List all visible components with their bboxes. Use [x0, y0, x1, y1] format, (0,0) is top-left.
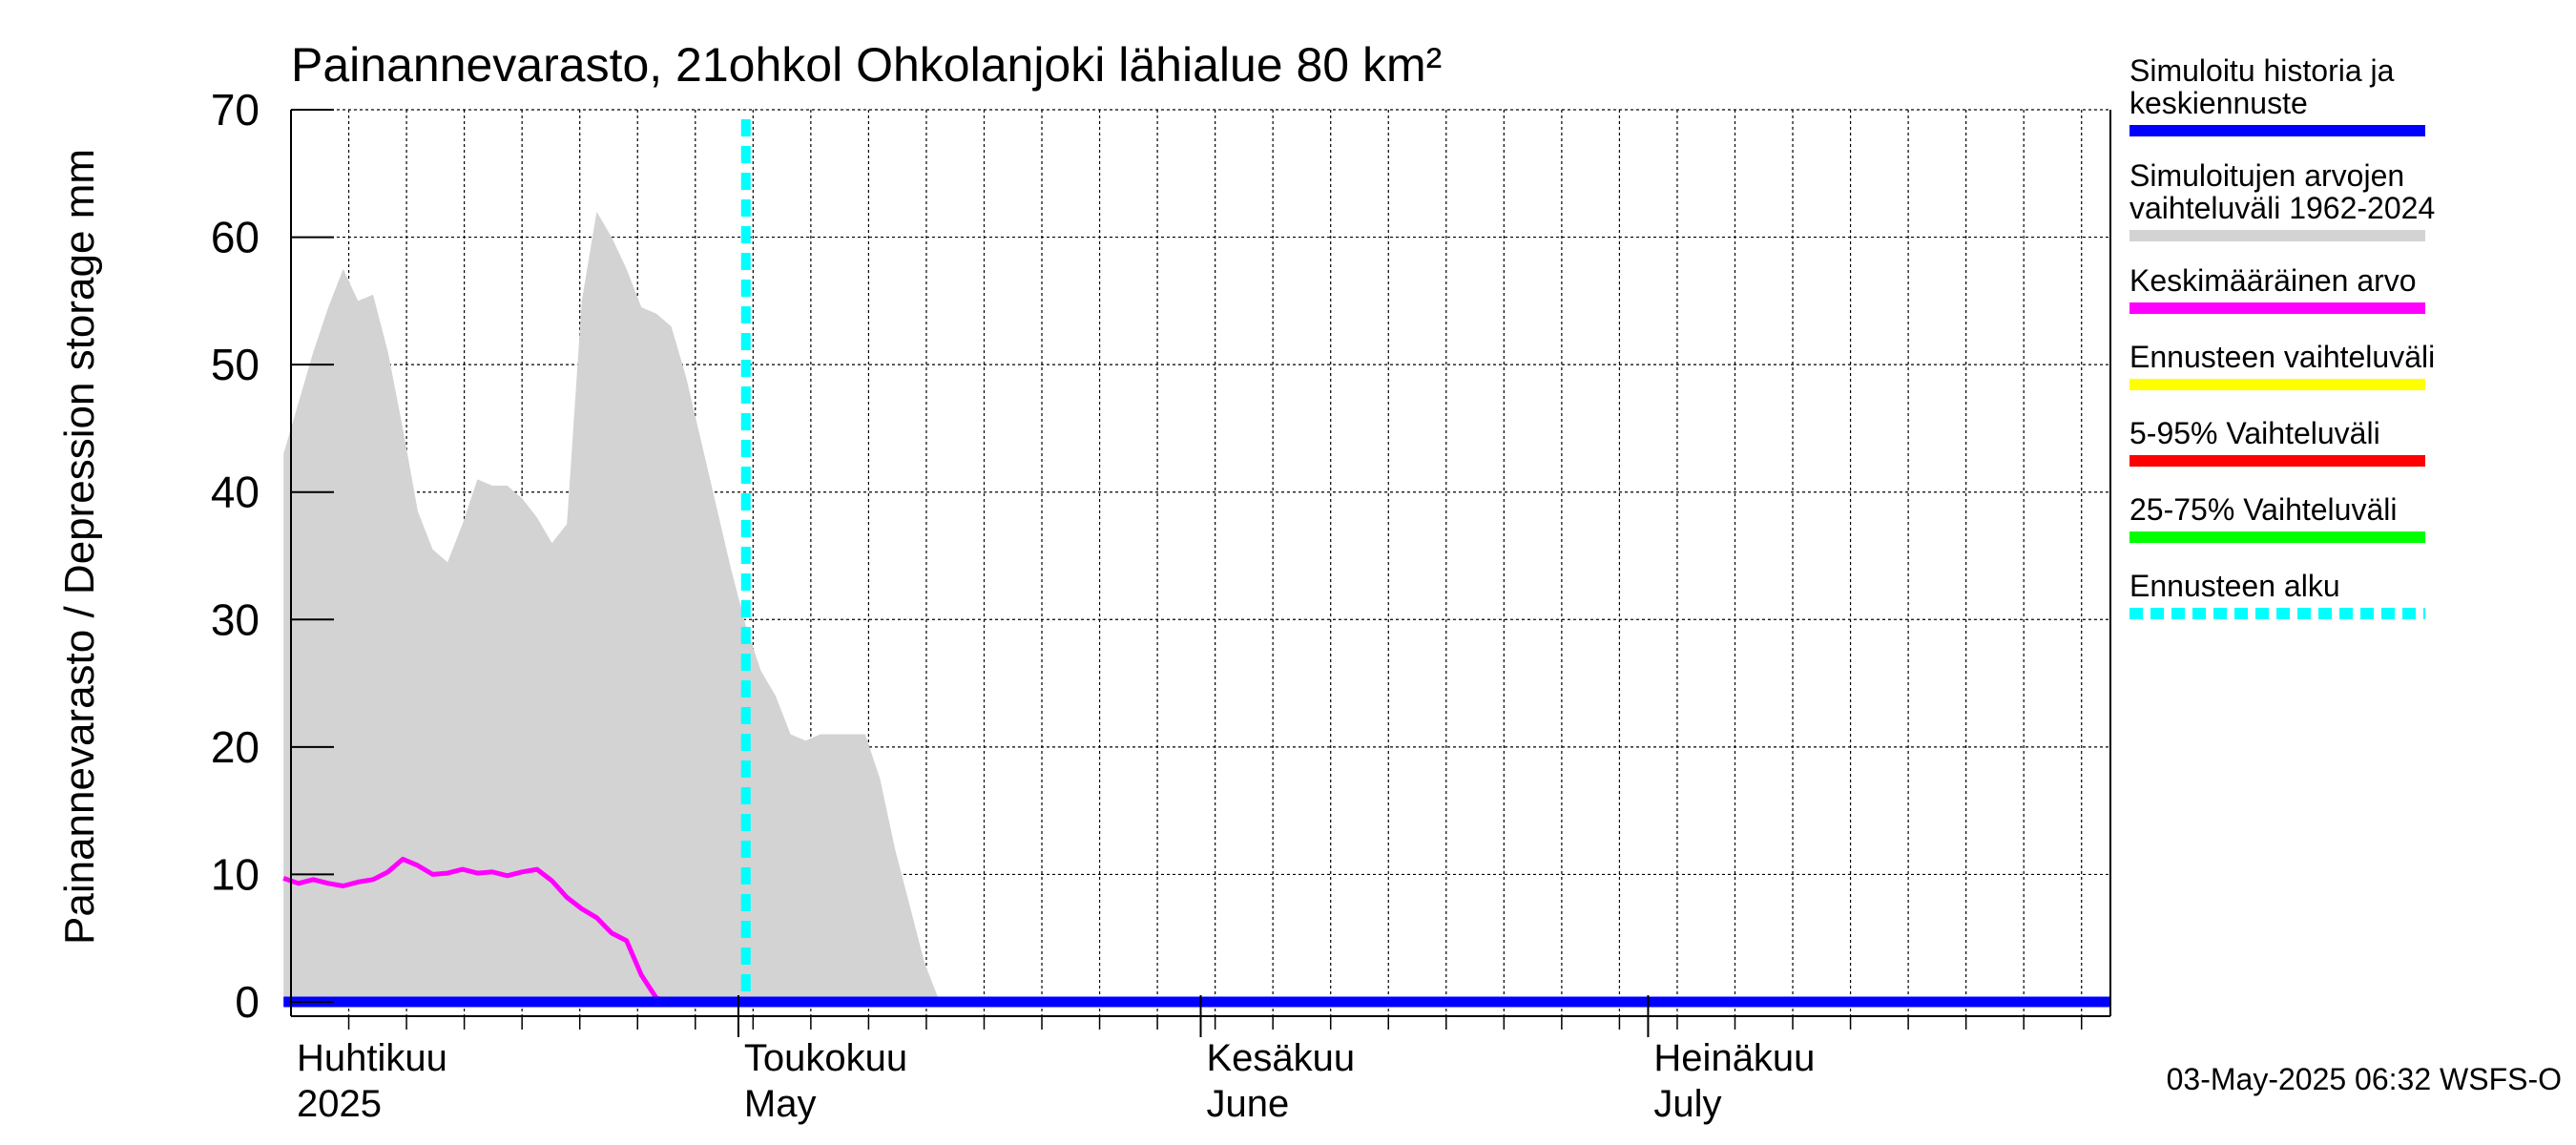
legend-label: Simuloitujen arvojen — [2129, 158, 2404, 193]
chart-title: Painannevarasto, 21ohkol Ohkolanjoki läh… — [291, 38, 1442, 92]
month-label: Huhtikuu — [297, 1037, 447, 1079]
legend-label: vaihteluväli 1962-2024 — [2129, 191, 2435, 225]
legend-label: Ennusteen alku — [2129, 569, 2340, 603]
grid-lines — [291, 109, 2110, 1016]
legend-label: 5-95% Vaihteluväli — [2129, 416, 2380, 450]
month-label: Heinäkuu — [1653, 1037, 1815, 1079]
month-sublabel: June — [1207, 1083, 1290, 1125]
y-tick-label: 10 — [211, 849, 260, 899]
legend-label: Ennusteen vaihteluväli — [2129, 340, 2435, 374]
legend-label: keskiennuste — [2129, 86, 2308, 120]
y-axis-label: Painannevarasto / Depression storage mm — [56, 149, 103, 945]
y-tick-label: 30 — [211, 594, 260, 644]
axes-layer — [290, 109, 2111, 1037]
timestamp-footer: 03-May-2025 06:32 WSFS-O — [2167, 1062, 2562, 1096]
legend-label: 25-75% Vaihteluväli — [2129, 492, 2397, 527]
y-tick-label: 70 — [211, 85, 260, 135]
legend-label: Keskimääräinen arvo — [2129, 263, 2417, 298]
month-label: Kesäkuu — [1207, 1037, 1356, 1079]
month-sublabel: July — [1653, 1083, 1721, 1125]
month-sublabel: May — [744, 1083, 817, 1125]
range-band-1962-2024 — [283, 211, 985, 1002]
y-tick-label: 40 — [211, 468, 260, 517]
month-label: Toukokuu — [744, 1037, 907, 1079]
legend-label: Simuloitu historia ja — [2129, 53, 2395, 88]
y-tick-label: 20 — [211, 722, 260, 772]
mean-value-line — [282, 856, 2110, 1005]
month-sublabel: 2025 — [297, 1083, 382, 1125]
y-tick-label: 0 — [235, 977, 260, 1027]
y-tick-label: 60 — [211, 213, 260, 262]
y-tick-label: 50 — [211, 340, 260, 389]
range-band-layer — [283, 211, 985, 1002]
series-layer — [282, 119, 2110, 1008]
